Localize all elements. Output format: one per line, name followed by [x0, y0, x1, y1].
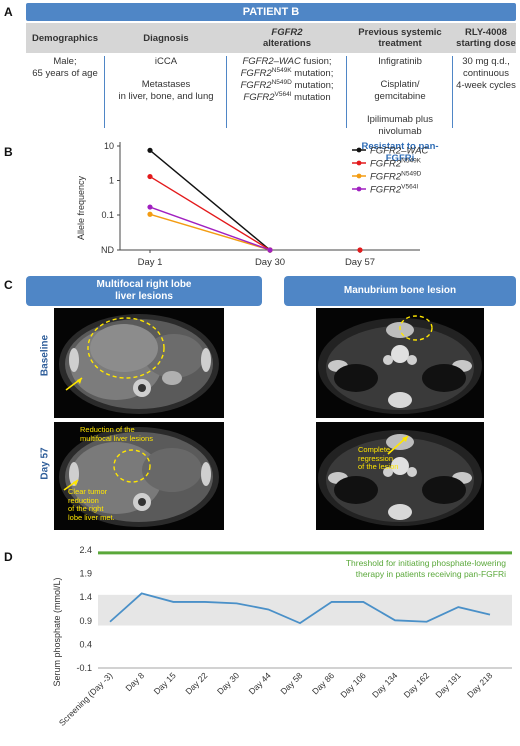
legend-label: FGFR2–WAC [370, 146, 429, 157]
resistant-label: Resistant to pan-FGFRi [361, 141, 439, 164]
x-tick-label: Day 86 [310, 670, 336, 696]
legend-marker [356, 147, 362, 153]
series-line [149, 175, 271, 251]
allele-frequency-chart: Allele frequency 10 1 0.1 ND Day 1 Day 30 Day … [76, 141, 429, 268]
y-tick-label: 10 [104, 141, 114, 151]
header-previous-treatment: Previous systemic treatment [358, 27, 442, 49]
y-tick-label: ND [101, 245, 114, 255]
x-tick-label: Day 134 [370, 670, 400, 700]
ct-manubrium-baseline [316, 308, 484, 418]
legend-marker [356, 186, 362, 192]
data-point [147, 204, 153, 210]
legend-label: FGFR2N549K [370, 158, 422, 170]
phosphate-series-line [109, 592, 491, 625]
threshold-label: therapy in patients receiving pan-FGFRi [356, 569, 506, 579]
row-label-day57: Day 57 [39, 447, 51, 480]
panel-a: A PATIENT B Demographics Diagnosis FGFR2… [0, 0, 520, 164]
x-tick-label: Screening (Day -3) [57, 670, 115, 728]
panel-letter-b: B [4, 145, 13, 159]
header-diagnosis: Diagnosis [143, 32, 189, 44]
serum-phosphate-chart: Serum phosphate (mmol/L) 2.4 1.9 1.4 0.9 0.4… [52, 545, 512, 728]
annotation-complete-regression: Complete regression of the lesion [358, 445, 399, 471]
y-tick-label: 0.9 [79, 616, 92, 626]
y-tick-label: 1 [109, 176, 114, 186]
legend-marker [356, 160, 362, 166]
y-tick-label: 1.9 [79, 569, 92, 579]
data-point [147, 173, 153, 180]
data-point [147, 147, 153, 153]
y-axis-label: Allele frequency [76, 175, 86, 240]
header-rly-dose: RLY-4008 starting dose [456, 27, 516, 49]
lesion-outline [399, 315, 433, 341]
column-divider [346, 56, 347, 128]
demographics-cell: Male; 65 years of age [32, 56, 98, 79]
x-tick-label: Day 162 [402, 670, 432, 700]
panel-letter-c: C [4, 278, 13, 292]
column-divider [104, 56, 105, 128]
data-point [147, 211, 153, 217]
manubrium-header: Manubrium bone lesion [284, 276, 516, 306]
header-demographics: Demographics [32, 32, 98, 44]
panel-letter-d: D [4, 550, 13, 564]
x-tick-label: Day 15 [152, 670, 178, 696]
x-tick-label: Day 1 [138, 257, 163, 268]
x-tick-label: Day 22 [183, 670, 209, 696]
legend-label: FGFR2V564I [370, 184, 418, 196]
x-tick-label: Day 57 [345, 257, 375, 268]
x-tick-label: Day 44 [247, 670, 273, 696]
diagnosis-cell: iCCA Metastases in liver, bone, and lung [118, 56, 214, 102]
previous-treatment-cell: Infigratinib Cisplatin/ gemcitabine Ipil… [348, 56, 452, 165]
lesion-outline [113, 449, 151, 483]
series-line [149, 213, 271, 251]
y-tick-label: 0.4 [79, 639, 92, 649]
x-tick-label: Day 106 [338, 670, 368, 700]
header-alterations: FGFR2 alterations [262, 27, 312, 49]
data-point [357, 247, 363, 253]
x-tick-label: Day 218 [465, 670, 495, 700]
x-tick-label: Day 8 [123, 670, 146, 693]
threshold-label: Threshold for initiating phosphate-lower… [346, 558, 506, 568]
patient-title: PATIENT B [26, 3, 516, 21]
y-tick-label: 1.4 [79, 592, 92, 602]
rly-dose-cell: 30 mg q.d., continuous 4-week cycles [456, 56, 516, 91]
column-divider [452, 56, 453, 128]
panel-letter-a: A [4, 5, 13, 19]
x-tick-label: Day 30 [255, 257, 285, 268]
liver-lesions-header: Multifocal right lobe liver lesions [26, 276, 262, 306]
ct-liver-baseline [54, 308, 224, 418]
y-tick-label: 0.1 [101, 210, 114, 220]
alterations-cell: FGFR2–WAC fusion; FGFR2N549K mutation; F… [240, 56, 334, 103]
lesion-outline [87, 317, 165, 379]
x-tick-label: Day 191 [433, 670, 463, 700]
annotation-tumor-reduction: Clear tumor reduction of the right lobe … [68, 487, 115, 522]
x-tick-label: Day 58 [278, 670, 304, 696]
row-label-baseline: Baseline [39, 334, 51, 377]
y-tick-label: -0.1 [76, 663, 92, 673]
legend-label: FGFR2N549D [370, 171, 422, 183]
y-tick-label: 2.4 [79, 545, 92, 555]
series-line [149, 149, 271, 251]
y-axis-label: Serum phosphate (mmol/L) [52, 577, 62, 686]
ct-manubrium-day57: Complete regression of the lesion [316, 422, 484, 530]
annotation-liver-reduction: Reduction of the multifocal liver lesion… [80, 425, 153, 443]
series-line [149, 206, 271, 251]
legend-marker [356, 173, 362, 179]
data-point [267, 247, 273, 253]
ct-liver-day57: Reduction of the multifocal liver lesion… [54, 422, 224, 530]
table-header-bar [26, 23, 516, 53]
x-tick-label: Day 30 [215, 670, 241, 696]
column-divider [226, 56, 227, 128]
